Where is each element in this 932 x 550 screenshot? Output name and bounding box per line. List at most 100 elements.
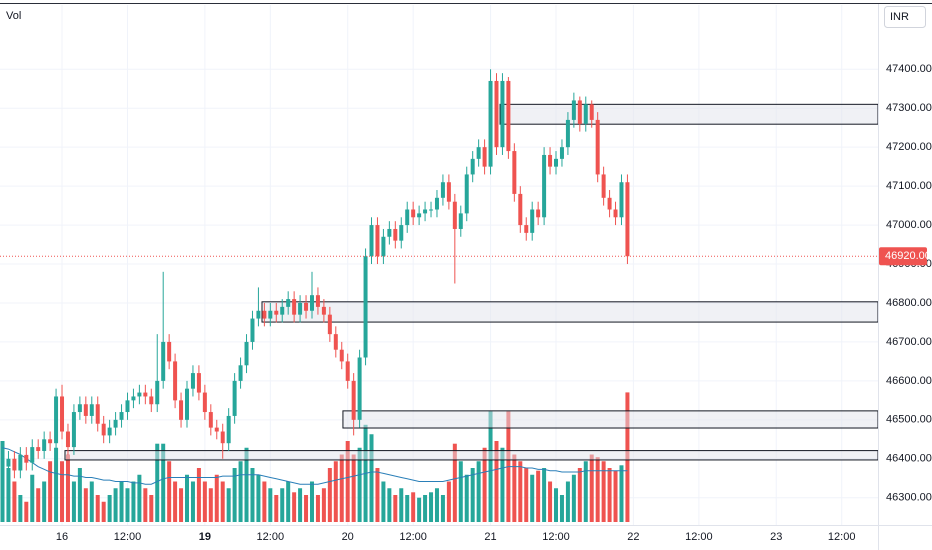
volume-bar — [577, 468, 582, 522]
volume-bar — [452, 443, 457, 522]
y-tick-label: 47200.00 — [886, 141, 932, 153]
currency-box[interactable] — [884, 6, 926, 28]
volume-bar — [327, 468, 332, 522]
candle-body — [393, 228, 398, 241]
volume-bar — [429, 492, 434, 522]
volume-bar — [536, 470, 541, 522]
volume-bar — [339, 454, 344, 522]
volume-bar — [107, 495, 112, 522]
candle-body — [256, 310, 261, 319]
candle-body — [363, 256, 368, 358]
volume-bar — [613, 470, 618, 522]
volume-bar — [405, 495, 410, 522]
volume-label: Vol — [6, 10, 21, 22]
candle-body — [190, 373, 195, 389]
candle-body — [18, 454, 23, 471]
candle-body — [173, 361, 178, 401]
volume-bar — [309, 481, 314, 522]
candle-body — [250, 318, 255, 342]
volume-bar — [220, 481, 225, 522]
x-tick-label: 12:00 — [542, 531, 570, 543]
candle-body — [357, 357, 362, 420]
candle-body — [42, 439, 47, 451]
volume-bar — [274, 495, 279, 522]
candle-body — [542, 154, 547, 218]
candle-body — [476, 147, 481, 159]
volume-bar — [173, 481, 178, 522]
candle-body — [226, 415, 231, 444]
volume-bar — [250, 468, 255, 522]
x-tick-label: 20 — [342, 531, 354, 543]
volume-bar — [381, 481, 386, 522]
volume-bar — [589, 454, 594, 522]
volume-bar — [36, 488, 41, 522]
volume-bar — [333, 461, 338, 522]
x-tick-label: 12:00 — [257, 531, 285, 543]
volume-bar — [196, 468, 201, 522]
candle-body — [559, 147, 564, 159]
candle-body — [214, 427, 219, 432]
candle-body — [202, 392, 207, 413]
volume-bar — [399, 488, 404, 522]
x-tick-label: 12:00 — [399, 531, 427, 543]
candle-body — [494, 80, 499, 148]
last-price-label: 46920.00 — [885, 250, 931, 262]
candle-body — [619, 182, 624, 218]
candle-body — [155, 380, 160, 405]
candle-body — [24, 454, 29, 463]
candle-body — [232, 380, 237, 416]
candle-body — [95, 404, 100, 424]
volume-pane — [0, 392, 630, 522]
candle-body — [345, 361, 350, 381]
candle-body — [524, 225, 529, 233]
volume-bar — [262, 481, 267, 522]
volume-bar — [149, 495, 154, 522]
volume-bar — [42, 481, 47, 522]
volume-bar — [48, 461, 53, 522]
volume-bar — [18, 495, 23, 522]
volume-bar — [179, 488, 184, 522]
volume-bar — [375, 468, 380, 522]
y-tick-label: 46300.00 — [886, 492, 932, 504]
volume-bar — [71, 481, 76, 522]
volume-bar — [440, 495, 445, 522]
x-tick-label: 16 — [56, 531, 68, 543]
volume-bar — [458, 461, 463, 522]
zone — [64, 450, 879, 461]
volume-bar — [161, 443, 166, 522]
volume-bar — [357, 447, 362, 522]
candle-body — [179, 400, 184, 420]
zone — [342, 410, 879, 429]
candle-body — [500, 80, 505, 148]
candle-body — [530, 209, 535, 233]
candle-body — [143, 392, 148, 397]
candle-body — [292, 299, 297, 315]
volume-bar — [60, 461, 65, 522]
candle-body — [185, 388, 190, 420]
candle-body — [411, 209, 416, 218]
candle-body — [434, 197, 439, 210]
x-tick-label: 12:00 — [685, 531, 713, 543]
candle-body — [601, 174, 606, 198]
currency-label[interactable]: INR — [890, 11, 909, 23]
volume-bar — [494, 441, 499, 522]
volume-bar — [190, 481, 195, 522]
volume-bar — [125, 488, 130, 522]
volume-bar — [512, 454, 517, 522]
candle-body — [440, 182, 445, 198]
volume-bar — [571, 474, 576, 522]
x-tick-label: 23 — [770, 531, 782, 543]
candle-body — [423, 209, 428, 214]
volume-bar — [6, 468, 11, 522]
volume-bar — [24, 501, 29, 522]
volume-bar — [155, 443, 160, 522]
volume-bar — [554, 488, 559, 522]
volume-bar — [351, 454, 356, 522]
candle-body — [381, 236, 386, 257]
candle-body — [101, 423, 106, 436]
candle-body — [137, 392, 142, 397]
candle-body — [470, 158, 475, 175]
zone — [261, 301, 879, 323]
candle-body — [327, 314, 332, 335]
candle-body — [107, 427, 112, 436]
